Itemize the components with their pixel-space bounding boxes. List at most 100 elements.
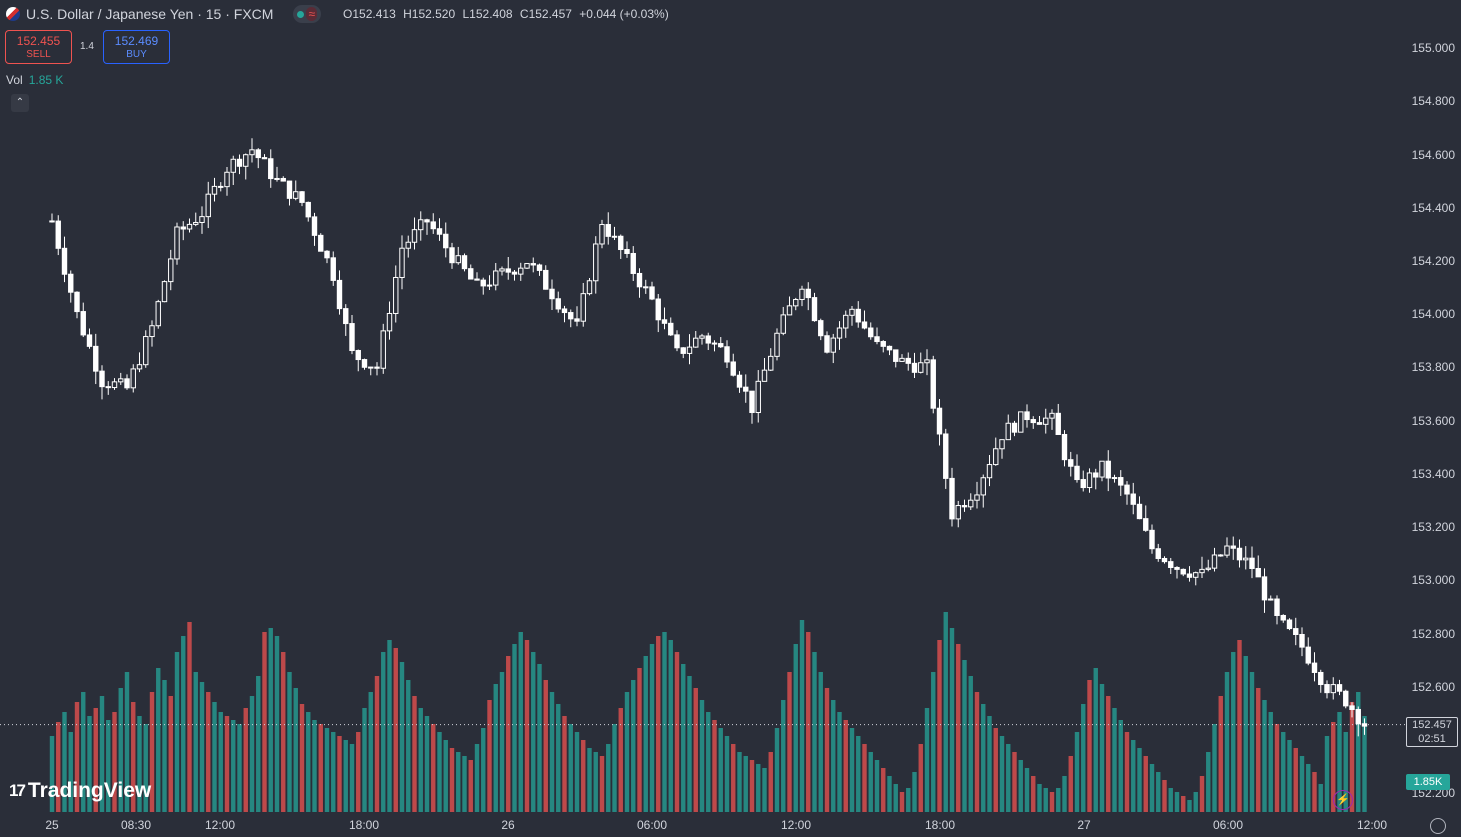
market-status-pill[interactable]: ≈: [293, 5, 322, 23]
price-tick: 153.600: [1411, 414, 1455, 428]
volume-bar: [1068, 756, 1073, 812]
volume-bar: [124, 672, 130, 812]
candle-body: [636, 272, 643, 288]
volume-bar: [1287, 740, 1292, 812]
candle-body: [1274, 598, 1280, 616]
volume-bar: [118, 688, 123, 812]
candle-body: [793, 299, 799, 307]
candle-body: [1024, 411, 1030, 421]
candle-body: [1299, 633, 1305, 648]
price-tick: 153.200: [1411, 520, 1455, 534]
candle-body: [1186, 573, 1193, 578]
candle-body: [299, 191, 305, 203]
volume-bar: [1362, 716, 1367, 812]
volume-bar: [518, 632, 523, 812]
lightning-icon[interactable]: ⚡: [1333, 790, 1353, 810]
candle-body: [343, 308, 349, 325]
candle-body: [699, 335, 705, 339]
candle-body: [305, 201, 311, 218]
volume-bar: [149, 692, 155, 812]
candle-body: [974, 494, 980, 501]
volume-bar: [862, 744, 867, 812]
volume-bar: [512, 644, 517, 812]
volume-bar: [962, 660, 967, 812]
candle-body: [493, 270, 499, 286]
volume-bar: [412, 696, 417, 812]
candle-body: [593, 243, 599, 282]
price-tick: 154.000: [1411, 307, 1455, 321]
volume-bar: [281, 652, 286, 812]
candle-body: [880, 341, 886, 347]
volume-bar: [874, 760, 880, 812]
volume-bar: [1231, 652, 1236, 812]
candle-body: [855, 308, 861, 323]
volume-bar: [1306, 764, 1311, 812]
candle-body: [705, 335, 711, 344]
volume-bar: [299, 704, 305, 812]
candle-body: [755, 380, 761, 414]
candle-body: [836, 327, 843, 339]
volume-bar: [1206, 752, 1211, 812]
volume-bar: [156, 668, 161, 812]
candle-body: [643, 286, 649, 289]
candle-body: [418, 219, 424, 231]
candle-body: [261, 157, 268, 160]
volume-bar: [1337, 712, 1342, 812]
volume-bar: [899, 792, 905, 812]
candle-body: [1149, 529, 1155, 550]
volume-bar: [218, 712, 223, 812]
market-open-dot-icon: [297, 11, 305, 18]
time-tick: 08:30: [120, 818, 152, 832]
volume-bar: [1062, 776, 1067, 812]
volume-bar: [1099, 684, 1105, 812]
symbol-title[interactable]: U.S. Dollar / Japanese Yen · 15 · FXCM: [26, 6, 274, 22]
candle-body: [574, 318, 580, 322]
volume-bar: [368, 692, 373, 812]
candle-body: [1243, 557, 1249, 561]
volume-bar: [631, 680, 636, 812]
candle-body: [1036, 422, 1043, 425]
collapse-chevron-icon[interactable]: ⌃: [11, 94, 29, 112]
candle-body: [149, 325, 155, 338]
candle-body: [1155, 548, 1161, 559]
candle-body: [561, 308, 568, 314]
candle-body: [918, 362, 924, 373]
candle-body: [1093, 472, 1099, 478]
volume-bar: [549, 692, 555, 812]
candle-body: [1061, 433, 1068, 461]
volume-bar: [912, 772, 917, 812]
candle-body: [943, 433, 949, 479]
volume-legend[interactable]: Vol 1.85 K: [6, 73, 63, 87]
volume-bar: [237, 724, 242, 812]
volume-bar: [718, 728, 723, 812]
candle-body: [811, 297, 818, 322]
sell-button[interactable]: 152.455 SELL: [5, 30, 72, 64]
time-tick: 12:00: [204, 818, 236, 832]
settings-icon[interactable]: [1430, 818, 1446, 834]
candle-body: [230, 158, 236, 173]
volume-bar: [224, 716, 230, 812]
buy-button[interactable]: 152.469 BUY: [103, 30, 170, 64]
candle-body: [905, 357, 911, 364]
price-tick: 154.200: [1411, 254, 1455, 268]
candle-body: [1161, 557, 1168, 563]
volume-bar: [856, 736, 861, 812]
candle-body: [568, 312, 574, 320]
candle-body: [1205, 567, 1211, 570]
volume-bar: [343, 740, 348, 812]
volume-bar: [293, 688, 298, 812]
candle-body: [430, 221, 436, 230]
volume-bar: [1049, 792, 1055, 812]
candle-body: [1236, 547, 1243, 561]
candle-body: [555, 298, 561, 310]
candle-body: [1018, 411, 1024, 433]
volume-bar: [806, 632, 811, 812]
volume-bar: [724, 736, 730, 812]
candle-body: [861, 321, 868, 329]
tradingview-logo[interactable]: 17 TradingView: [9, 779, 151, 803]
volume-bar: [137, 716, 142, 812]
volume-bar: [1124, 732, 1130, 812]
candle-body: [74, 291, 80, 313]
volume-bar: [668, 640, 673, 812]
